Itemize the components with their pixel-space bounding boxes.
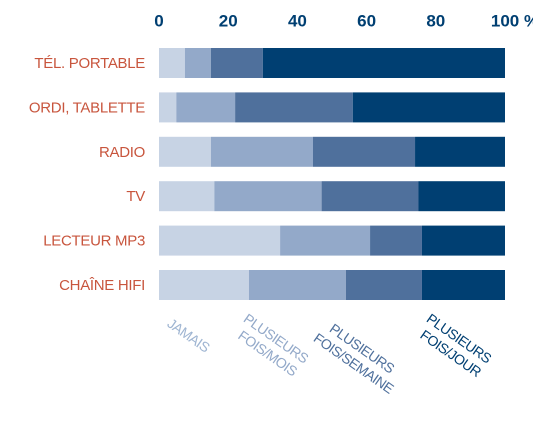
bar-segment: [262, 48, 505, 78]
category-label: LECTEUR MP3: [43, 233, 145, 250]
x-tick-label: 60: [357, 11, 376, 30]
bar-segment: [159, 136, 211, 167]
bar-segment: [415, 136, 505, 167]
bar-segment: [421, 225, 505, 256]
bar-segment: [184, 48, 211, 78]
category-label: CHAÎNE HIFI: [59, 277, 145, 294]
bar-segment: [312, 136, 416, 167]
bar-segment: [210, 48, 263, 78]
bar-segment: [210, 136, 313, 167]
bar-segment: [321, 181, 419, 212]
bar-segment: [280, 225, 371, 256]
bar-segment: [159, 225, 281, 256]
bar-segment: [235, 92, 353, 123]
bar-segment: [418, 181, 505, 212]
legend-label: PLUSIEURS FOIS/JOUR: [414, 310, 497, 382]
x-tick-label: 40: [288, 11, 307, 30]
legend-label: JAMAIS: [165, 315, 213, 355]
bar-segment: [159, 181, 215, 212]
bar-segment: [421, 270, 505, 300]
x-tick-label: 80: [426, 11, 445, 30]
bar-segment: [352, 92, 505, 123]
category-label: ORDI, TABLETTE: [29, 99, 145, 116]
x-tick-label: 100 %: [491, 11, 533, 30]
bar-segment: [248, 270, 346, 300]
bar-segment: [176, 92, 236, 123]
bar-segment: [159, 270, 249, 300]
legend-label: PLUSIEURS FOIS/SEMAINE: [311, 316, 407, 397]
bar-segment: [159, 92, 177, 123]
x-tick-label: 0: [154, 11, 163, 30]
category-label: TÉL. PORTABLE: [34, 55, 145, 72]
category-label: TV: [126, 188, 145, 205]
bar-segment: [214, 181, 322, 212]
bar-segment: [159, 48, 185, 78]
bar-segment: [345, 270, 422, 300]
bar-segment: [370, 225, 422, 256]
category-label: RADIO: [99, 144, 145, 161]
legend-label: PLUSIEURS FOIS/MOIS: [231, 310, 314, 382]
x-tick-label: 20: [219, 11, 238, 30]
